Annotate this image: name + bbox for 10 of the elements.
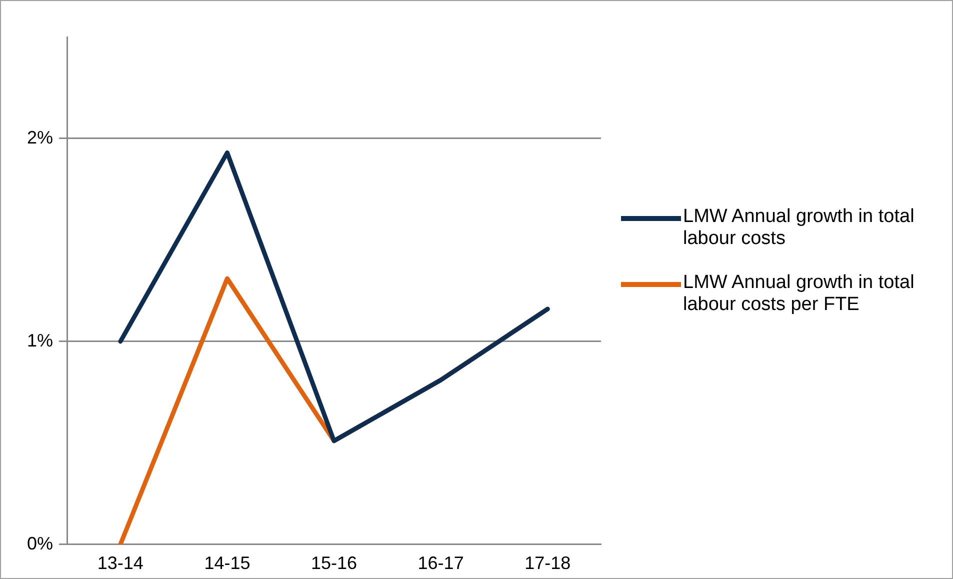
x-tick-label: 15-16 — [310, 553, 358, 574]
x-tick-label: 13-14 — [97, 553, 144, 574]
legend-label: LMW Annual growth in total labour costs per FTE — [683, 272, 916, 316]
x-tick-label: 16-17 — [418, 553, 464, 574]
y-tick-label: 2% — [27, 127, 54, 148]
x-tick-label: 17-18 — [524, 553, 571, 574]
legend-label: LMW Annual growth in total labour costs — [683, 206, 916, 250]
y-tick-label: 0% — [27, 533, 54, 554]
x-tick-label: 14-15 — [204, 553, 250, 574]
y-tick-label: 1% — [27, 330, 54, 350]
